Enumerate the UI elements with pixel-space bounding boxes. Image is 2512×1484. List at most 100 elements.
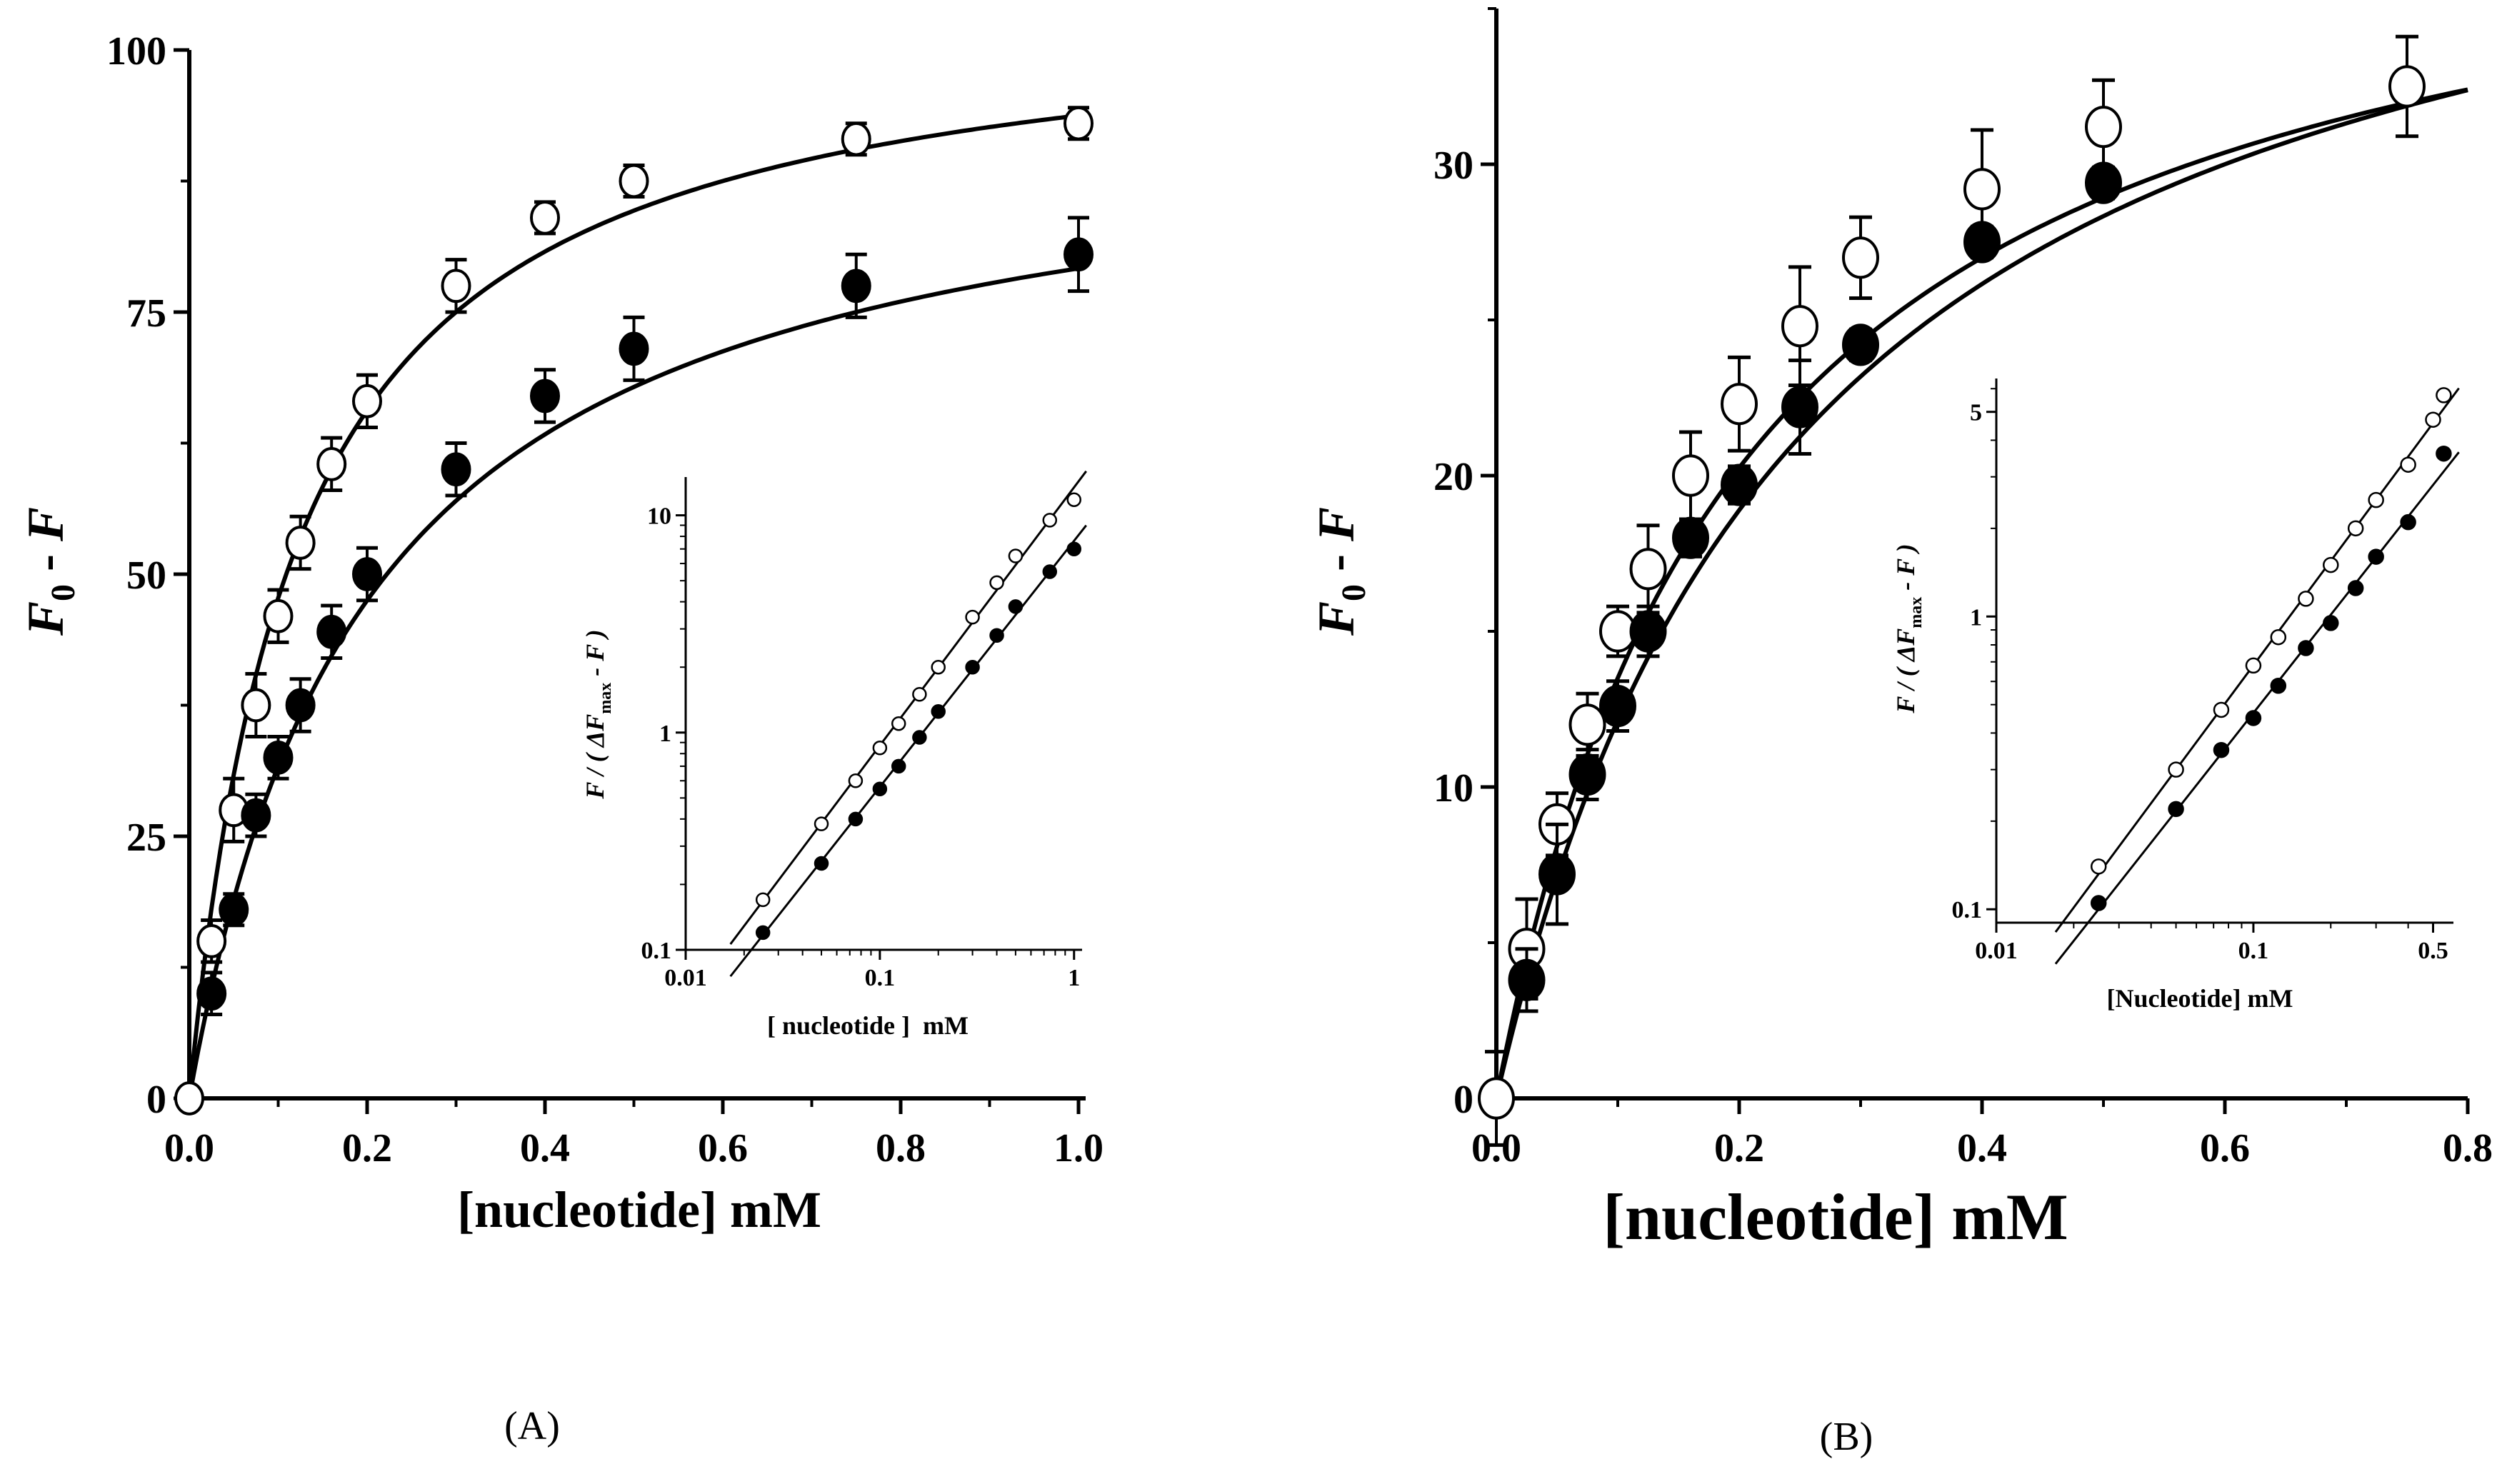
panel-a-point-open <box>316 447 347 481</box>
panel-a-inset-point-filled <box>965 659 980 675</box>
panel-b-inset-x-tick-label: 0.01 <box>1975 938 2018 964</box>
panel-a-data-points <box>174 106 1094 1115</box>
panel-a-inset-point-open <box>872 741 888 756</box>
panel-b-point-open <box>2388 65 2426 108</box>
panel-a-point-filled <box>219 892 249 927</box>
panel-a-y-axis-title: F0 - F <box>17 507 82 636</box>
panel-a-inset-y-tick-label: 0.1 <box>641 938 672 964</box>
panel-b-x-tick-label: 0.4 <box>1957 1126 2007 1170</box>
panel-b-inset-point-filled <box>2298 640 2314 656</box>
panel-b-inset-x-tick-label: 0.5 <box>2418 938 2448 964</box>
panel-a-x-tick-label: 0.0 <box>164 1126 214 1170</box>
panel-a-inset-point-open <box>814 816 829 831</box>
panel-a-inset-x-tick-label: 0.1 <box>865 965 896 991</box>
panel-a-y-tick-label: 50 <box>126 553 166 598</box>
panel-a-x-tick-label: 0.2 <box>342 1126 392 1170</box>
panel-a-point-filled <box>196 976 227 1011</box>
panel-a-point-open <box>263 598 294 633</box>
panel-b-inset-point-filled <box>2245 710 2262 726</box>
panel-b-point-filled <box>2085 161 2122 204</box>
panel-b-inset-x-tick-label: 0.1 <box>2238 938 2269 964</box>
panel-a-point-open <box>174 1081 204 1115</box>
panel-b-inset-point-open <box>2090 858 2107 875</box>
panel-a-y-tick-label: 100 <box>106 29 166 74</box>
panel-b-inset-point-filled <box>2323 615 2339 631</box>
panel-a-inset-point-open <box>1066 492 1081 507</box>
panel-a-point-filled <box>316 614 347 649</box>
panel-a-point-open <box>196 923 227 958</box>
panel-b-point-filled <box>1963 221 2001 264</box>
panel-a-y-tick-label: 25 <box>126 816 166 860</box>
panel-b-x-axis-title: [nucleotide] mM <box>1603 1180 2068 1253</box>
panel-b-inset-ticks: 0.01 0.1 0.5 0.1 1 5 <box>1952 388 2448 964</box>
panel-b-inset-point-filled <box>2347 580 2364 596</box>
panel-a-point-filled <box>441 452 471 487</box>
panel-b-inset-point-open <box>2298 591 2314 607</box>
panel-b-point-open <box>1963 168 2001 211</box>
panel-a-inset-point-filled <box>1008 599 1024 614</box>
panel-a-inset-point-open <box>912 686 927 702</box>
panel-b-point-filled <box>1629 610 1667 653</box>
panel-a-y-tick-label: 75 <box>126 291 166 336</box>
panel-a-inset-point-open <box>931 659 946 675</box>
panel-b-point-open <box>1721 383 1758 426</box>
panel-b-inset-point-filled <box>2090 895 2107 911</box>
panel-b-point-open <box>1842 236 1879 279</box>
panel-b-y-tick-label: 10 <box>1433 766 1473 811</box>
panel-b-x-tick-label: 0.6 <box>2200 1126 2250 1170</box>
panel-b-inset-x-axis-title: [Nucleotide] mM <box>2107 984 2293 1013</box>
panel-b-point-filled <box>1721 463 1758 506</box>
panel-a-y-tick-label: 0 <box>146 1078 166 1122</box>
panel-a-inset-point-filled <box>989 628 1004 643</box>
panel-a-point-filled <box>530 378 560 413</box>
panel-b-y-axis-title: F0 - F <box>1308 507 1373 636</box>
panel-b-point-open <box>1568 703 1606 746</box>
panel-b-inset-point-open <box>2425 411 2441 428</box>
panel-b-inset-fit-lines <box>2054 387 2460 965</box>
panel-b-point-filled <box>1781 386 1818 428</box>
panel-a-point-filled <box>352 557 382 591</box>
panel-a-inset-fit-line-open <box>729 470 1087 945</box>
panel-b-inset-point-open <box>2245 657 2262 674</box>
panel-a-point-open <box>841 121 871 156</box>
panel-a-point-open <box>619 164 649 199</box>
panel-b-inset-point-open <box>2323 556 2339 573</box>
panel-b-inset: 0.01 0.1 0.5 0.1 1 5 F / ( ΔFmax - F ) [Nucle… <box>1891 378 2460 1013</box>
panel-a-inset-point-filled <box>891 758 906 774</box>
panel-b-inset-point-filled <box>2368 548 2384 565</box>
panel-b-y-tick-label: 0 <box>1453 1078 1473 1122</box>
panel-a-inset-y-tick-label: 1 <box>659 721 671 747</box>
panel-a-point-open <box>352 383 382 418</box>
panel-b-point-filled <box>1599 685 1636 728</box>
panel-b-label: (B) <box>1820 1415 1873 1459</box>
panel-a-inset-x-tick-label: 1 <box>1068 965 1080 991</box>
panel-b-y-tick-label: 20 <box>1433 455 1473 499</box>
panel-a-x-tick-label: 0.4 <box>520 1126 570 1170</box>
panel-a-inset-point-open <box>1042 513 1058 528</box>
panel-b-inset-point-filled <box>2436 445 2452 462</box>
panel-b-inset-y-tick-label: 1 <box>1970 604 1982 631</box>
panel-b-point-filled <box>1672 516 1709 559</box>
panel-b-point-open <box>1629 548 1667 591</box>
panel-b-inset-point-open <box>2436 387 2452 403</box>
panel-b-point-filled <box>1568 753 1606 796</box>
panel-b-inset-y-tick-label: 0.1 <box>1952 897 1983 923</box>
panel-a-point-filled <box>263 741 294 775</box>
panel-a-point-open <box>1064 106 1094 141</box>
panel-a-x-tick-label: 0.8 <box>876 1126 926 1170</box>
panel-b-inset-point-filled <box>2400 513 2416 531</box>
panel-a-inset-point-open <box>989 575 1004 591</box>
panel-a-inset-fit-line-filled <box>729 524 1087 978</box>
panel-a-inset-fit-lines <box>729 470 1087 978</box>
panel-a-y-ticks: 0 25 50 75 100 <box>106 29 189 1122</box>
panel-b-x-tick-label: 0.2 <box>1714 1126 1764 1170</box>
panel-b-x-tick-label: 0.8 <box>2443 1126 2493 1170</box>
panel-a-point-filled <box>1064 237 1094 272</box>
panel-a-label: (A) <box>504 1404 560 1448</box>
panel-b-inset-point-filled <box>2213 741 2230 758</box>
panel-a-point-filled <box>841 269 871 304</box>
panel-b-point-filled <box>1842 324 1879 366</box>
